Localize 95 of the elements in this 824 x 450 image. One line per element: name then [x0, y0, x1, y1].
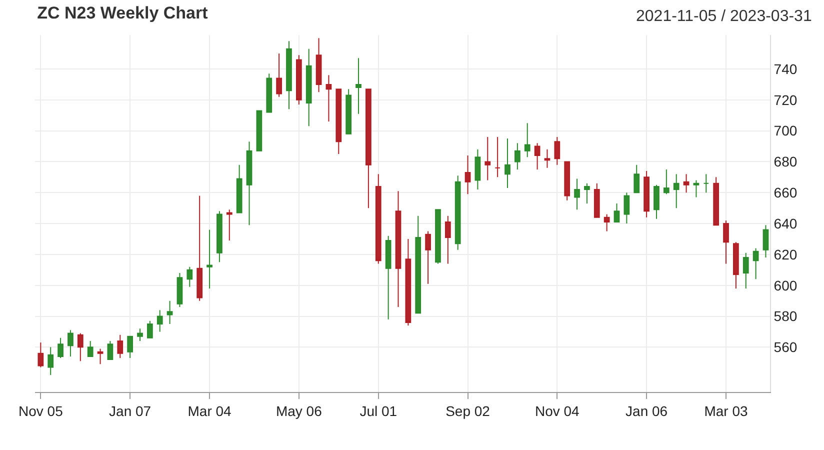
candlestick — [77, 332, 84, 362]
candlestick — [38, 342, 44, 368]
y-tick-label: 720 — [774, 92, 798, 108]
x-tick-label: Mar 03 — [704, 402, 748, 419]
y-tick-label: 560 — [774, 339, 798, 356]
candlestick — [624, 192, 630, 224]
candlestick — [286, 40, 292, 110]
candlestick — [226, 209, 232, 242]
candlestick — [713, 176, 720, 226]
candlestick — [425, 230, 431, 284]
candlestick — [534, 142, 540, 170]
candlestick — [614, 202, 620, 222]
candlestick — [97, 348, 104, 365]
x-tick-label: Jan 07 — [109, 402, 152, 419]
y-tick-label: 740 — [774, 60, 798, 77]
candlestick — [58, 337, 64, 358]
y-tick-label: 700 — [774, 122, 798, 139]
candlestick — [395, 190, 402, 308]
candlestick — [246, 141, 252, 226]
candlestick — [733, 242, 739, 289]
candlestick — [514, 142, 520, 170]
candlestick — [375, 174, 382, 264]
chart-title: ZC N23 Weekly Chart — [37, 4, 208, 23]
candlestick — [346, 88, 352, 134]
candlestick — [663, 168, 670, 195]
candlestick — [762, 224, 769, 258]
x-tick-label: Sep 02 — [446, 402, 490, 419]
candlestick — [137, 328, 143, 342]
candlestick — [356, 58, 362, 114]
candlestick — [156, 310, 163, 332]
candlestick — [117, 334, 124, 358]
candlestick — [634, 164, 640, 194]
candlestick — [176, 272, 183, 308]
candlestick — [474, 148, 481, 190]
candlestick — [444, 215, 451, 264]
candlestick — [703, 174, 710, 194]
candlestick — [206, 229, 212, 289]
candlestick — [554, 136, 560, 166]
candlestick — [594, 182, 600, 218]
y-tick-label: 620 — [774, 246, 798, 262]
x-tick-label: Nov 04 — [534, 402, 580, 419]
candlestick — [584, 182, 590, 204]
candlestick — [415, 215, 422, 314]
candlestick — [127, 336, 133, 358]
candlestick — [147, 320, 153, 338]
candlestick — [87, 340, 94, 357]
candlestick — [166, 300, 173, 324]
candlestick — [494, 136, 500, 178]
candlestick — [256, 110, 262, 152]
candlestick — [326, 74, 332, 122]
x-tick-label: Mar 04 — [188, 402, 232, 419]
candlestick — [186, 266, 193, 288]
candlestick — [276, 53, 282, 98]
candlestick — [504, 138, 510, 188]
y-tick-label: 680 — [774, 154, 798, 170]
candlestick — [216, 210, 222, 263]
candlestick — [644, 170, 650, 218]
candlestick — [673, 174, 680, 209]
candlestick — [366, 88, 372, 209]
y-tick-label: 660 — [774, 184, 798, 201]
candlestick — [405, 238, 412, 326]
candlestick — [266, 73, 272, 113]
x-tick-label: Nov 05 — [18, 402, 64, 419]
candlestick — [604, 214, 610, 232]
x-tick-label: Jan 06 — [626, 402, 668, 419]
chart-subtitle: 2021-11-05 / 2023-03-31 — [636, 8, 812, 25]
candlestick — [385, 235, 392, 320]
candlestick — [564, 161, 570, 201]
candlestick — [654, 184, 660, 220]
y-tick-label: 600 — [774, 277, 798, 294]
candlestick — [723, 220, 729, 264]
candlestick — [316, 38, 322, 93]
candlestick — [464, 155, 471, 195]
y-tick-label: 580 — [774, 308, 798, 324]
x-tick-label: May 06 — [276, 402, 322, 419]
x-tick-label: Jul 01 — [360, 402, 398, 419]
candlestick — [336, 88, 342, 154]
candlestick — [236, 164, 242, 214]
candlestick — [454, 175, 461, 250]
candlestick — [196, 195, 203, 302]
y-tick-label: 640 — [774, 215, 798, 232]
candlestick — [683, 174, 690, 194]
candlestick — [306, 48, 312, 127]
candlestick — [752, 248, 759, 280]
candlestick — [435, 209, 441, 264]
candlestick — [68, 330, 74, 357]
candlestick — [107, 340, 114, 360]
candlestick — [693, 180, 700, 198]
candlestick — [48, 346, 54, 376]
candlestick — [524, 122, 530, 158]
candlestick — [484, 136, 491, 181]
candlestick — [574, 178, 580, 210]
candlestick — [296, 54, 302, 106]
candlestick — [544, 148, 550, 168]
candlestick — [742, 252, 749, 289]
